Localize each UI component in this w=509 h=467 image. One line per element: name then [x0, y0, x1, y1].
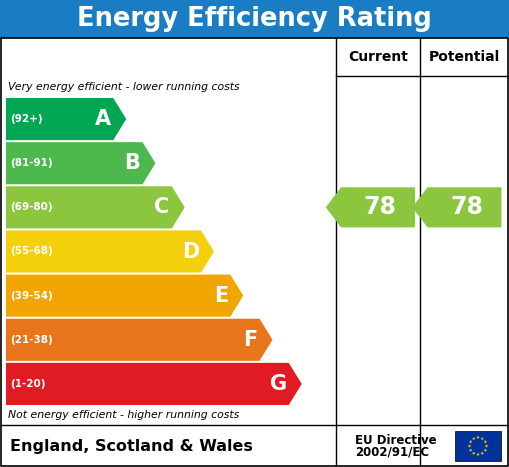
- Polygon shape: [472, 452, 475, 455]
- Polygon shape: [326, 187, 415, 227]
- Polygon shape: [480, 437, 484, 440]
- Polygon shape: [468, 445, 471, 448]
- Bar: [455, 431, 501, 461]
- Text: (69-80): (69-80): [10, 202, 52, 212]
- Text: (21-38): (21-38): [10, 335, 53, 345]
- Text: Current: Current: [348, 50, 408, 64]
- Polygon shape: [412, 187, 501, 227]
- Polygon shape: [6, 98, 126, 140]
- Text: (1-20): (1-20): [10, 379, 45, 389]
- Text: Very energy efficient - lower running costs: Very energy efficient - lower running co…: [8, 82, 240, 92]
- Polygon shape: [476, 436, 480, 439]
- Text: England, Scotland & Wales: England, Scotland & Wales: [10, 439, 253, 453]
- Text: A: A: [95, 109, 111, 129]
- Text: EU Directive: EU Directive: [355, 433, 437, 446]
- Polygon shape: [6, 186, 185, 228]
- Text: (39-54): (39-54): [10, 290, 53, 301]
- Polygon shape: [6, 142, 156, 184]
- Text: (92+): (92+): [10, 114, 43, 124]
- Text: G: G: [270, 374, 287, 394]
- Polygon shape: [469, 449, 472, 452]
- Polygon shape: [484, 449, 487, 452]
- Polygon shape: [485, 445, 488, 448]
- Polygon shape: [6, 363, 302, 405]
- Text: E: E: [214, 286, 228, 305]
- Bar: [0, 0, 509, 38]
- Text: 78: 78: [450, 195, 483, 219]
- Polygon shape: [6, 318, 272, 361]
- Text: C: C: [155, 198, 169, 217]
- Text: Potential: Potential: [429, 50, 500, 64]
- Text: B: B: [125, 153, 140, 173]
- Text: F: F: [243, 330, 258, 350]
- Polygon shape: [6, 275, 243, 317]
- Polygon shape: [480, 452, 484, 455]
- Polygon shape: [476, 453, 480, 456]
- Text: 2002/91/EC: 2002/91/EC: [355, 446, 429, 459]
- Text: (81-91): (81-91): [10, 158, 52, 168]
- Text: Energy Efficiency Rating: Energy Efficiency Rating: [77, 6, 432, 32]
- Polygon shape: [472, 437, 475, 440]
- Polygon shape: [6, 230, 214, 273]
- Text: (55-68): (55-68): [10, 247, 53, 256]
- Polygon shape: [484, 440, 487, 444]
- Polygon shape: [469, 440, 472, 444]
- Text: D: D: [182, 241, 199, 262]
- Text: Not energy efficient - higher running costs: Not energy efficient - higher running co…: [8, 410, 239, 420]
- Text: 78: 78: [364, 195, 397, 219]
